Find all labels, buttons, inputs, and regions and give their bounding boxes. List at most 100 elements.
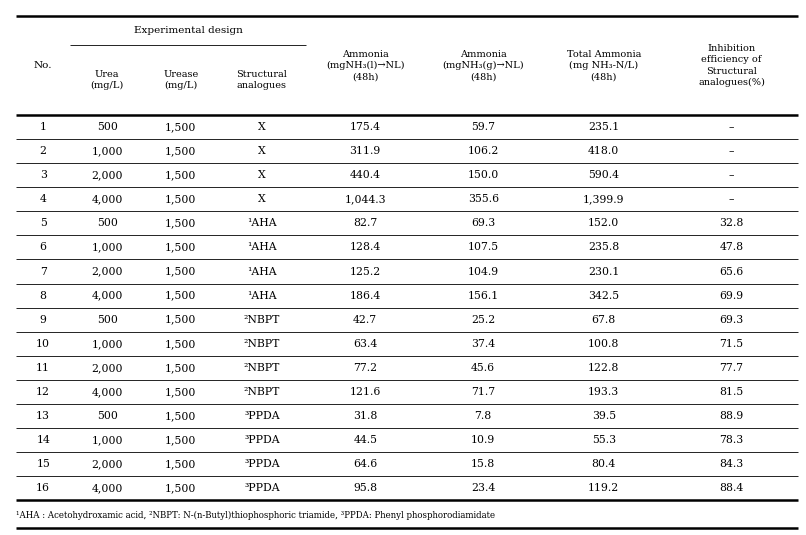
Text: 500: 500 [97, 411, 118, 421]
Text: ³PPDA: ³PPDA [244, 411, 280, 421]
Text: 1,500: 1,500 [165, 435, 197, 445]
Text: –: – [729, 122, 734, 132]
Text: Ammonia
(mgNH₃(g)→NL)
(48h): Ammonia (mgNH₃(g)→NL) (48h) [442, 50, 524, 81]
Text: 63.4: 63.4 [353, 339, 377, 349]
Text: 2,000: 2,000 [91, 266, 123, 277]
Text: 6: 6 [39, 242, 47, 253]
Text: Experimental design: Experimental design [134, 26, 243, 35]
Text: 311.9: 311.9 [350, 146, 381, 156]
Text: 355.6: 355.6 [467, 194, 499, 204]
Text: 8: 8 [39, 291, 47, 301]
Text: 235.8: 235.8 [588, 242, 619, 253]
Text: 77.2: 77.2 [353, 363, 377, 373]
Text: 1,044.3: 1,044.3 [344, 194, 386, 204]
Text: 67.8: 67.8 [592, 315, 616, 325]
Text: 100.8: 100.8 [588, 339, 619, 349]
Text: Urease
(mg/L): Urease (mg/L) [164, 70, 198, 90]
Text: 1,500: 1,500 [165, 291, 197, 301]
Text: ¹AHA: ¹AHA [247, 242, 276, 253]
Text: 156.1: 156.1 [467, 291, 499, 301]
Text: 1,000: 1,000 [91, 146, 123, 156]
Text: –: – [729, 146, 734, 156]
Text: 59.7: 59.7 [472, 122, 495, 132]
Text: 37.4: 37.4 [472, 339, 496, 349]
Text: X: X [258, 146, 266, 156]
Text: 342.5: 342.5 [588, 291, 619, 301]
Text: 71.7: 71.7 [472, 387, 496, 397]
Text: 10.9: 10.9 [472, 435, 496, 445]
Text: 107.5: 107.5 [467, 242, 499, 253]
Text: ¹AHA : Acetohydroxamic acid, ²NBPT: N-(n-Butyl)thiophosphoric triamide, ³PPDA: P: ¹AHA : Acetohydroxamic acid, ²NBPT: N-(n… [16, 510, 495, 519]
Text: ³PPDA: ³PPDA [244, 435, 280, 445]
Text: 55.3: 55.3 [592, 435, 616, 445]
Text: 7.8: 7.8 [475, 411, 492, 421]
Text: Ammonia
(mgNH₃(l)→NL)
(48h): Ammonia (mgNH₃(l)→NL) (48h) [326, 50, 405, 81]
Text: 4,000: 4,000 [91, 291, 123, 301]
Text: 9: 9 [39, 315, 47, 325]
Text: 45.6: 45.6 [472, 363, 496, 373]
Text: ¹AHA: ¹AHA [247, 218, 276, 228]
Text: 71.5: 71.5 [720, 339, 744, 349]
Text: 15.8: 15.8 [472, 459, 496, 469]
Text: ¹AHA: ¹AHA [247, 291, 276, 301]
Text: 88.9: 88.9 [720, 411, 744, 421]
Text: 1,000: 1,000 [91, 435, 123, 445]
Text: ³PPDA: ³PPDA [244, 483, 280, 493]
Text: 78.3: 78.3 [720, 435, 744, 445]
Text: 1,500: 1,500 [165, 266, 197, 277]
Text: 104.9: 104.9 [467, 266, 499, 277]
Text: 122.8: 122.8 [588, 363, 619, 373]
Text: 1,500: 1,500 [165, 315, 197, 325]
Text: 186.4: 186.4 [350, 291, 381, 301]
Text: 69.3: 69.3 [720, 315, 744, 325]
Text: 4: 4 [39, 194, 47, 204]
Text: 1,500: 1,500 [165, 459, 197, 469]
Text: ²NBPT: ²NBPT [243, 339, 280, 349]
Text: 82.7: 82.7 [353, 218, 377, 228]
Text: –: – [729, 194, 734, 204]
Text: 84.3: 84.3 [720, 459, 744, 469]
Text: 10: 10 [36, 339, 50, 349]
Text: Total Ammonia
(mg NH₃-N/L)
(48h): Total Ammonia (mg NH₃-N/L) (48h) [567, 50, 641, 81]
Text: 2: 2 [39, 146, 47, 156]
Text: X: X [258, 122, 266, 132]
Text: 77.7: 77.7 [720, 363, 744, 373]
Text: 2,000: 2,000 [91, 170, 123, 180]
Text: 88.4: 88.4 [720, 483, 744, 493]
Text: 32.8: 32.8 [720, 218, 744, 228]
Text: 121.6: 121.6 [350, 387, 381, 397]
Text: 128.4: 128.4 [350, 242, 381, 253]
Text: 1,500: 1,500 [165, 194, 197, 204]
Text: 25.2: 25.2 [472, 315, 496, 325]
Text: 500: 500 [97, 218, 118, 228]
Text: 16: 16 [36, 483, 50, 493]
Text: 1,500: 1,500 [165, 242, 197, 253]
Text: 80.4: 80.4 [592, 459, 616, 469]
Text: 42.7: 42.7 [353, 315, 377, 325]
Text: 1,000: 1,000 [91, 339, 123, 349]
Text: 590.4: 590.4 [588, 170, 619, 180]
Text: 440.4: 440.4 [350, 170, 380, 180]
Text: 3: 3 [39, 170, 47, 180]
Text: 95.8: 95.8 [353, 483, 377, 493]
Text: 1: 1 [39, 122, 47, 132]
Text: 65.6: 65.6 [720, 266, 744, 277]
Text: ³PPDA: ³PPDA [244, 459, 280, 469]
Text: 1,500: 1,500 [165, 387, 197, 397]
Text: 106.2: 106.2 [467, 146, 499, 156]
Text: 4,000: 4,000 [91, 194, 123, 204]
Text: 2,000: 2,000 [91, 363, 123, 373]
Text: 4,000: 4,000 [91, 483, 123, 493]
Text: 69.9: 69.9 [720, 291, 744, 301]
Text: 119.2: 119.2 [588, 483, 619, 493]
Text: 15: 15 [36, 459, 50, 469]
Text: 152.0: 152.0 [588, 218, 619, 228]
Text: Urea
(mg/L): Urea (mg/L) [90, 70, 123, 90]
Text: 7: 7 [39, 266, 47, 277]
Text: 2,000: 2,000 [91, 459, 123, 469]
Text: 44.5: 44.5 [353, 435, 377, 445]
Text: Inhibition
efficiency of
Structural
analogues(%): Inhibition efficiency of Structural anal… [698, 44, 765, 87]
Text: 1,500: 1,500 [165, 363, 197, 373]
Text: 500: 500 [97, 122, 118, 132]
Text: 1,500: 1,500 [165, 339, 197, 349]
